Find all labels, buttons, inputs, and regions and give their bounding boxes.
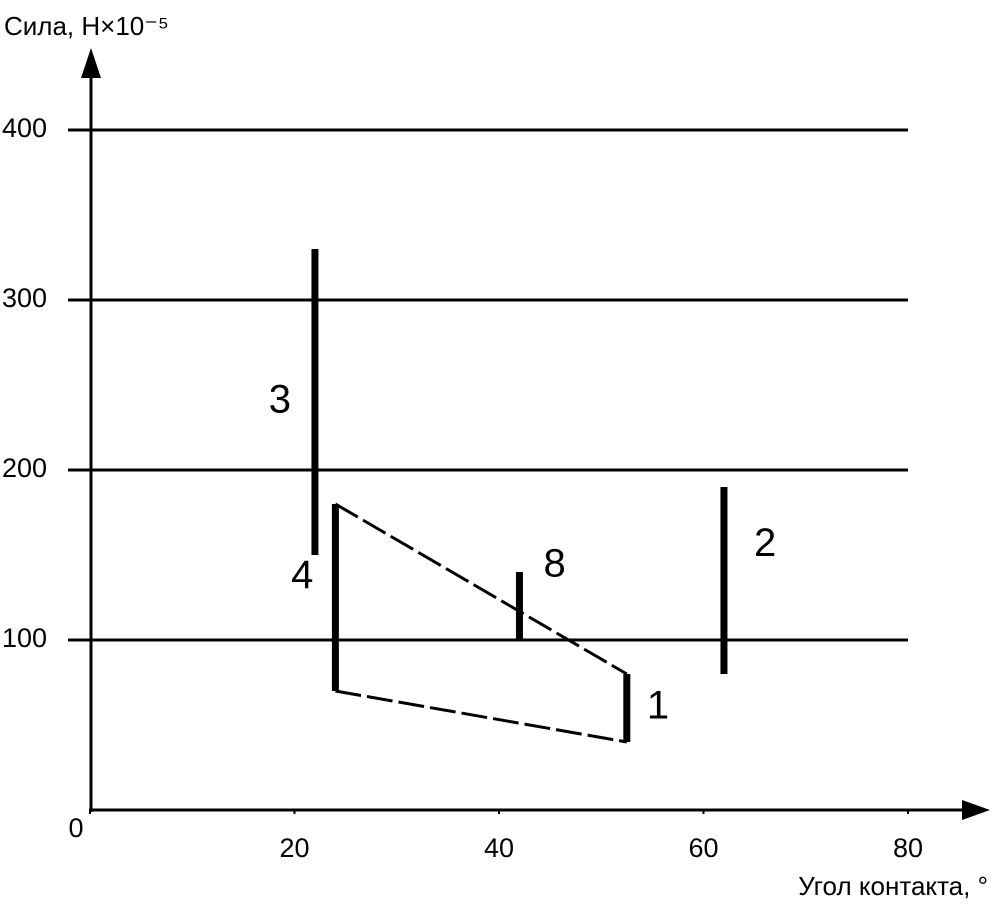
series-label: 2: [754, 521, 776, 565]
series-label: 4: [291, 553, 313, 597]
y-axis-label: Сила, Н×10⁻⁵: [4, 11, 169, 41]
x-axis-arrow: [962, 800, 990, 820]
y-tick-label: 300: [2, 283, 47, 313]
envelope-line: [334, 502, 628, 676]
y-tick-label: 100: [2, 623, 47, 653]
series-label: 1: [647, 684, 669, 728]
y-tick-label: 200: [2, 453, 47, 483]
y-tick-label: 400: [2, 113, 47, 143]
x-tick-label: 20: [279, 833, 309, 863]
y-axis-arrow: [81, 48, 101, 78]
x-tick-label: 80: [893, 833, 923, 863]
envelope-line: [335, 689, 628, 744]
series-label: 8: [543, 542, 565, 586]
x-tick-label: 40: [484, 833, 514, 863]
x-tick-label: 60: [688, 833, 718, 863]
x-axis-label: Угол контакта, °: [798, 871, 988, 901]
series-label: 3: [269, 378, 291, 422]
x-tick-label: 0: [68, 813, 83, 843]
